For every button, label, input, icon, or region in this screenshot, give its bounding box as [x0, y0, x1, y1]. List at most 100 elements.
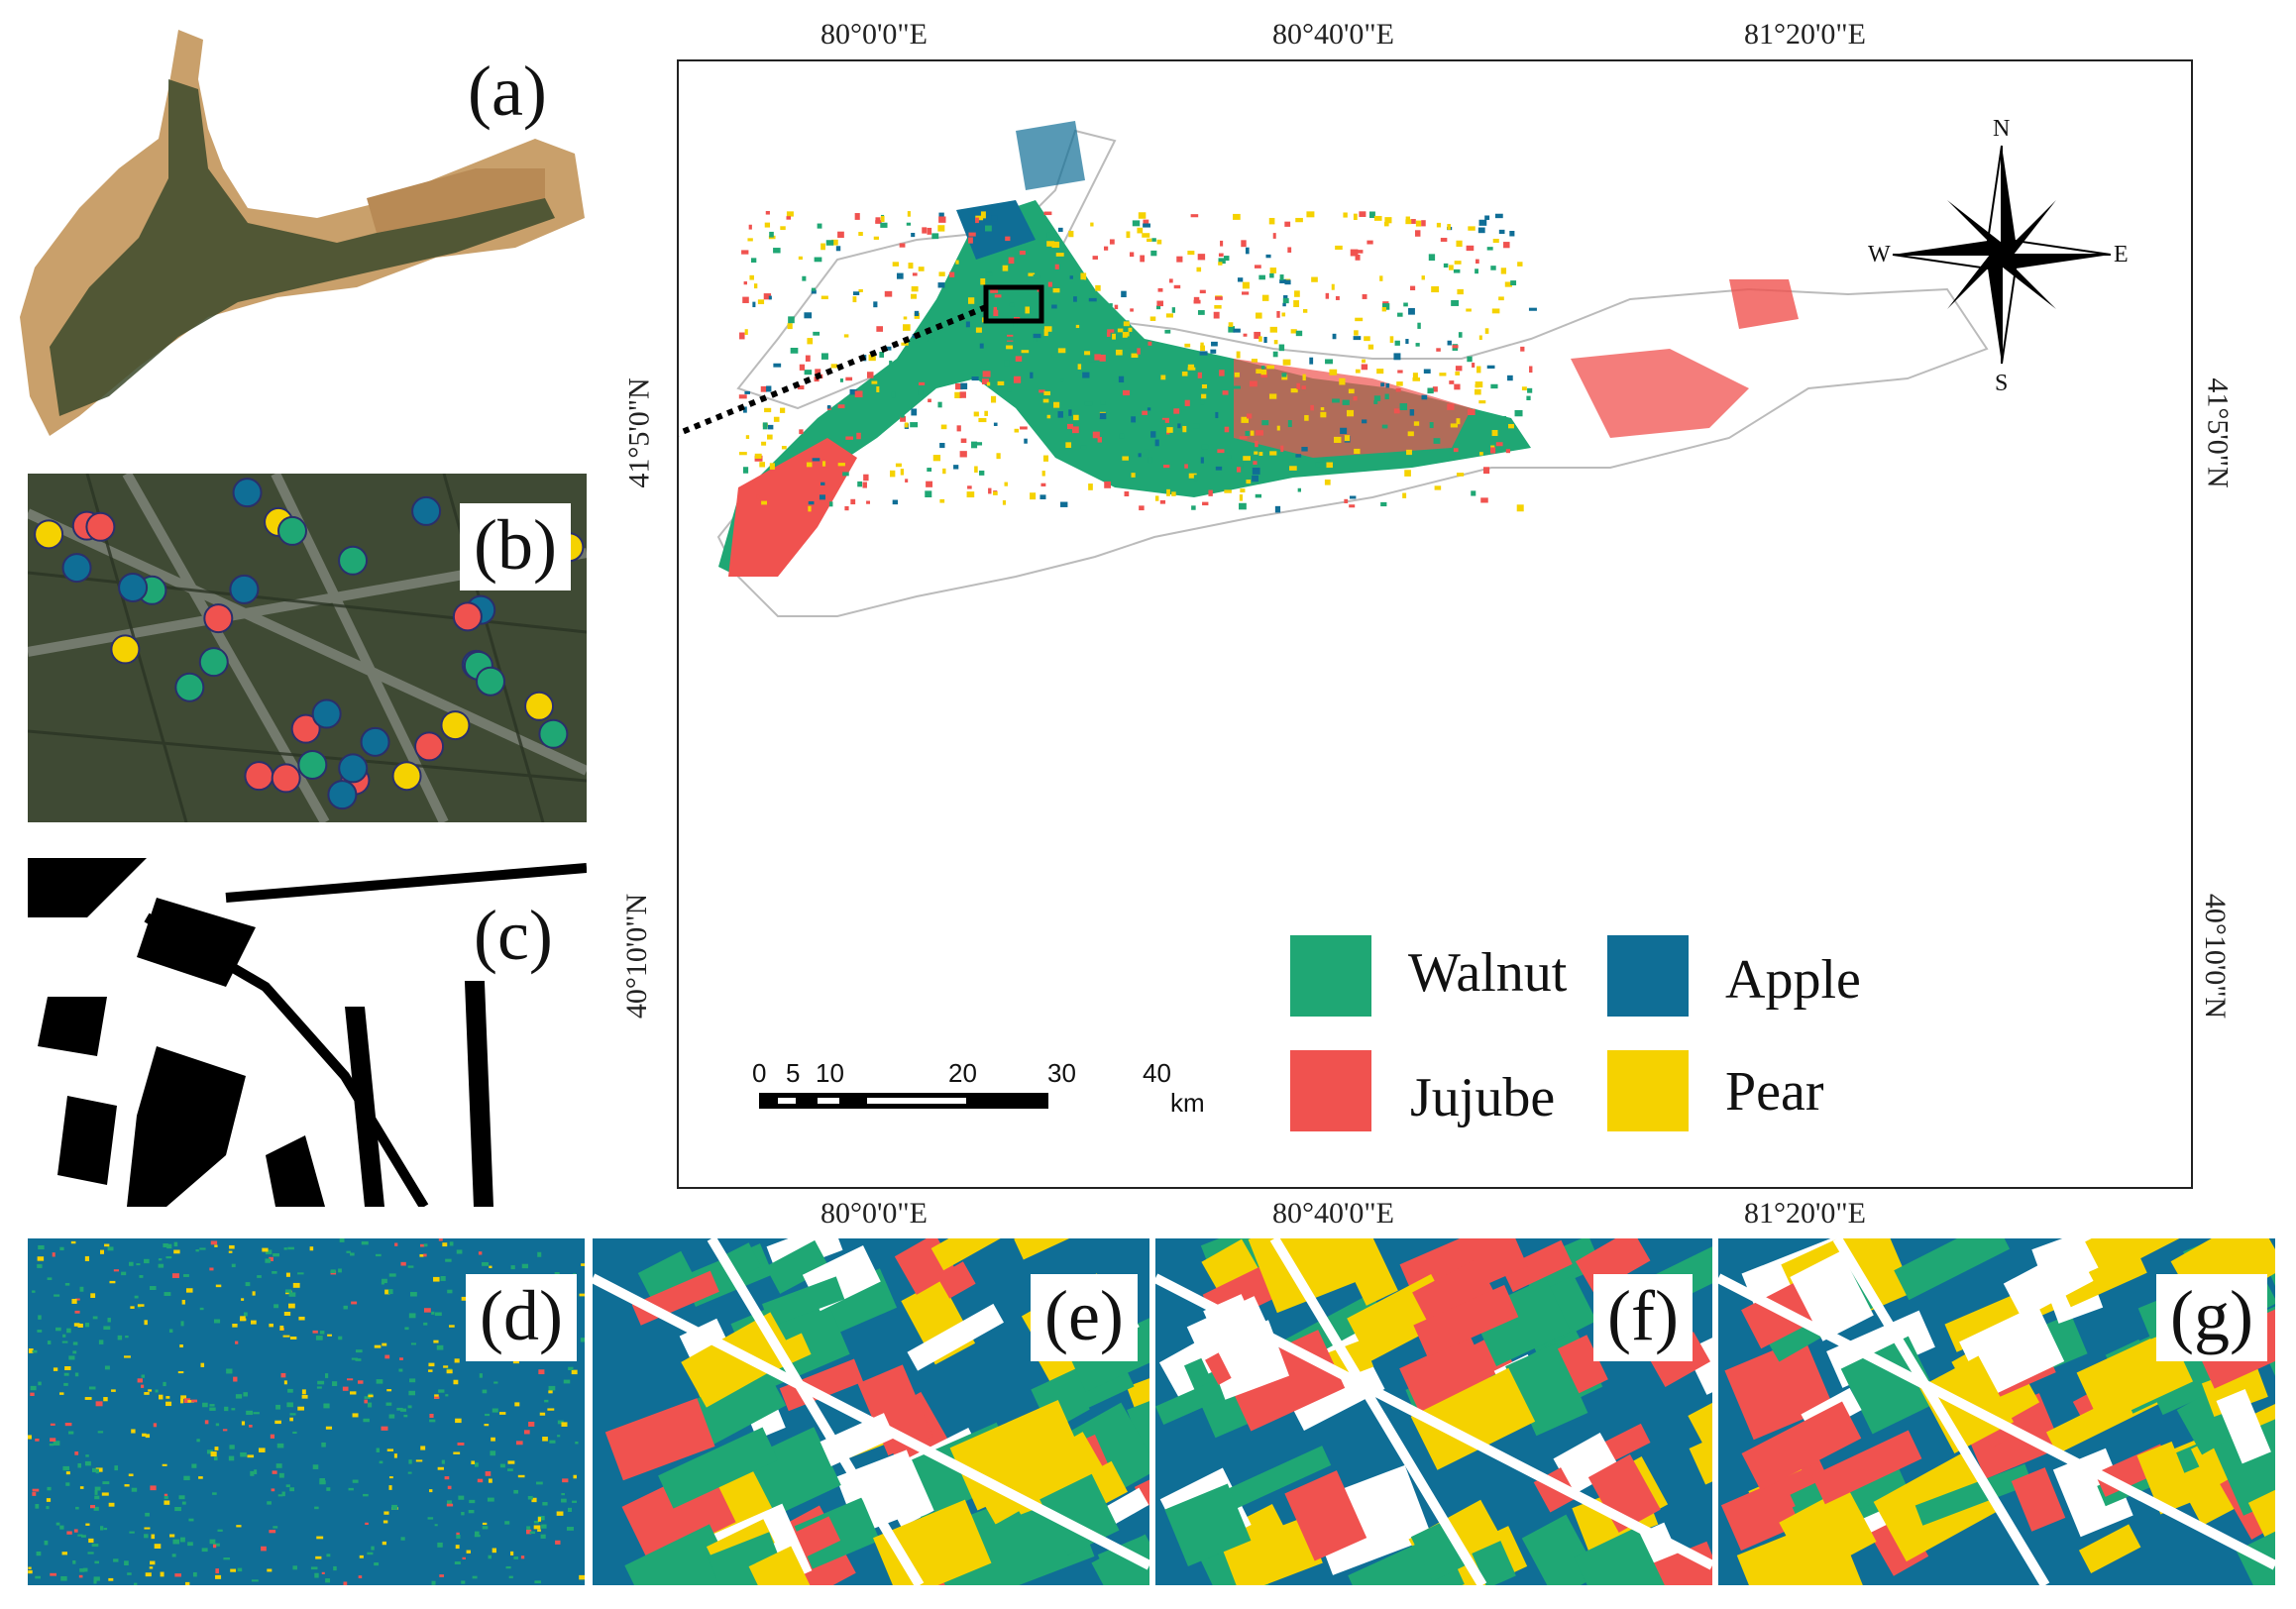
class-pixel: [213, 1543, 220, 1547]
class-pixel: [492, 1408, 498, 1413]
sample-point: [34, 519, 64, 550]
class-pixel: [47, 1341, 52, 1344]
class-pixel: [388, 1485, 392, 1490]
class-pixel: [1471, 490, 1476, 496]
class-pixel: [1367, 344, 1374, 350]
class-pixel: [993, 422, 998, 426]
class-pixel: [453, 1451, 461, 1454]
class-pixel: [107, 1318, 111, 1323]
class-pixel: [383, 1511, 389, 1515]
class-pixel: [489, 1265, 492, 1269]
class-pixel: [1176, 256, 1183, 263]
class-pixel: [513, 1489, 518, 1494]
class-pixel: [446, 1500, 453, 1506]
sample-point: [110, 634, 141, 665]
class-pixel: [429, 1419, 436, 1423]
class-pixel: [1495, 442, 1503, 447]
class-pixel: [858, 232, 863, 237]
class-pixel: [504, 1521, 510, 1525]
class-pixel: [1258, 336, 1262, 342]
class-pixel: [108, 1577, 114, 1581]
scale-bar: [759, 1093, 1048, 1109]
class-pixel: [1354, 448, 1361, 455]
class-pixel: [849, 388, 858, 395]
lon-bottom-3: 81°20'0"E: [1744, 1197, 1866, 1230]
class-pixel: [1171, 491, 1176, 496]
class-pixel: [540, 1534, 546, 1539]
class-pixel: [1046, 232, 1051, 239]
class-pixel: [911, 408, 918, 416]
class-pixel: [1486, 247, 1493, 251]
class-pixel: [456, 1249, 463, 1254]
class-pixel: [275, 1463, 282, 1468]
class-pixel: [68, 1431, 74, 1435]
class-pixel: [384, 1354, 390, 1359]
class-pixel: [142, 1433, 147, 1437]
class-pixel: [358, 1380, 364, 1384]
class-pixel: [868, 354, 876, 362]
class-pixel: [381, 1282, 384, 1285]
class-pixel: [1051, 304, 1057, 309]
class-pixel: [429, 1413, 434, 1419]
class-pixel: [253, 1412, 260, 1415]
class-pixel: [1033, 336, 1038, 343]
class-pixel: [312, 1330, 318, 1334]
class-pixel: [276, 1443, 284, 1448]
class-pixel: [1355, 255, 1361, 261]
class-pixel: [932, 455, 941, 462]
class-pixel: [376, 1448, 381, 1452]
class-pixel: [1173, 284, 1181, 289]
class-pixel: [407, 1471, 412, 1474]
class-pixel: [431, 1580, 436, 1585]
class-pixel: [820, 353, 828, 360]
class-pixel: [423, 1253, 427, 1257]
class-pixel: [165, 1396, 170, 1399]
class-pixel: [199, 1307, 204, 1311]
class-pixel: [437, 1466, 444, 1470]
class-pixel: [1412, 377, 1421, 381]
class-pixel: [1517, 262, 1523, 267]
class-pixel: [315, 1336, 323, 1341]
class-pixel: [1240, 488, 1246, 493]
class-pixel: [1335, 295, 1340, 300]
class-pixel: [984, 410, 988, 416]
class-pixel: [568, 1366, 574, 1371]
class-pixel: [817, 223, 822, 229]
class-pixel: [150, 1286, 157, 1290]
class-pixel: [1150, 250, 1157, 257]
class-pixel: [381, 1426, 388, 1431]
class-pixel: [927, 227, 932, 235]
class-pixel: [95, 1468, 99, 1474]
class-pixel: [871, 380, 878, 384]
class-pixel: [1094, 354, 1101, 361]
class-pixel: [1254, 265, 1261, 268]
compass-w-label: W: [1868, 242, 1891, 268]
class-pixel: [382, 1541, 386, 1546]
class-pixel: [938, 216, 946, 223]
class-pixel: [1097, 437, 1102, 443]
class-pixel: [820, 482, 825, 485]
class-pixel: [982, 371, 991, 377]
class-pixel: [351, 1301, 358, 1305]
class-pixel: [1329, 369, 1338, 375]
legend-label-apple: Apple: [1725, 949, 1861, 1011]
class-pixel: [55, 1522, 60, 1526]
class-pixel: [301, 1394, 308, 1399]
class-pixel: [1383, 221, 1389, 227]
class-pixel: [1362, 359, 1366, 364]
class-pixel: [1088, 355, 1097, 363]
class-pixel: [889, 470, 896, 478]
class-pixel: [1237, 277, 1244, 282]
class-pixel: [327, 1334, 332, 1337]
lon-bottom-2: 80°40'0"E: [1272, 1197, 1394, 1230]
class-pixel: [114, 1465, 119, 1471]
class-pixel: [1427, 387, 1434, 394]
class-pixel: [158, 1263, 164, 1268]
class-pixel: [975, 215, 984, 221]
class-pixel: [820, 295, 828, 300]
class-pixel: [75, 1506, 79, 1510]
class-pixel: [1046, 414, 1051, 419]
class-pixel: [1157, 287, 1163, 292]
class-pixel: [1478, 219, 1487, 226]
lat-right-1: 41°5'0"N: [2201, 377, 2235, 488]
